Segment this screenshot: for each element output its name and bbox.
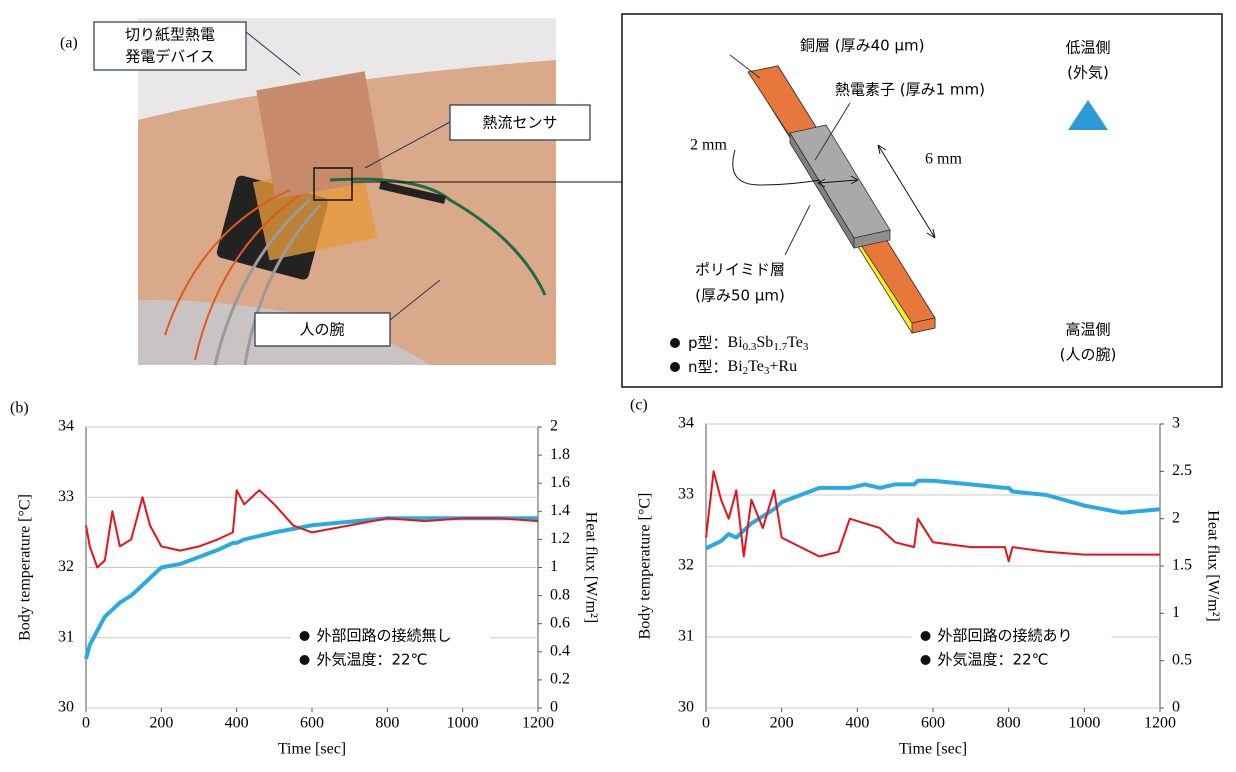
diagram-label: 6 mm (925, 151, 962, 168)
y2-tick-label: 3 (1172, 415, 1180, 432)
y-axis-label: Body temperature [°C] (17, 494, 34, 641)
y2-tick-label: 1.2 (550, 530, 570, 547)
y2-tick-label: 0 (1172, 699, 1180, 716)
y-tick-label: 34 (678, 415, 694, 432)
x-tick-label: 400 (225, 715, 249, 732)
formula-part: Te (787, 334, 803, 351)
formula-part: Bi (728, 334, 744, 351)
x-tick-label: 600 (921, 715, 945, 732)
annotation: 外気温度：22℃ (938, 651, 1049, 669)
data-line (706, 471, 1160, 561)
y2-tick-label: 0 (550, 699, 558, 716)
data-line (86, 490, 538, 567)
y2-tick-label: 1.6 (550, 474, 570, 491)
y-axis-label: Body temperature [°C] (637, 493, 654, 640)
y2-tick-label: 2.5 (1172, 462, 1192, 479)
formula: n型：Bi2Te3+Ru (688, 358, 797, 377)
x-tick-label: 800 (997, 715, 1021, 732)
y2-tick-label: 0.2 (550, 671, 570, 688)
x-tick-label: 600 (300, 715, 324, 732)
y2-tick-label: 2 (550, 418, 558, 435)
y2-tick-label: 1 (550, 558, 558, 575)
x-tick-label: 0 (702, 715, 710, 732)
diagram-label: (人の腕) (1060, 346, 1117, 364)
y2-tick-label: 0.6 (550, 614, 570, 631)
formula-label: p型： (688, 334, 728, 352)
diagram-label: (外気) (1067, 64, 1109, 82)
subscript: 1.7 (773, 341, 787, 353)
y2-tick-label: 1 (1172, 604, 1180, 621)
x-tick-label: 1000 (447, 715, 479, 732)
callout-text: 発電デバイス (125, 48, 215, 66)
x-tick-label: 200 (770, 715, 794, 732)
x-tick-label: 1000 (1068, 715, 1100, 732)
formula-part: +Ru (769, 358, 797, 375)
diagram-label: 熱電素子 (厚み1 mm) (835, 81, 985, 99)
x-axis-label: Time [sec] (278, 741, 346, 758)
bullet (921, 655, 931, 665)
panel-label: (b) (10, 400, 29, 417)
y2-tick-label: 2 (1172, 509, 1180, 526)
y-tick-label: 33 (678, 486, 694, 503)
y2-axis-label: Heat flux [W/m²] (582, 512, 599, 623)
bullet (300, 631, 310, 641)
annotation: 外部回路の接続無し (317, 627, 452, 645)
x-axis-label: Time [sec] (899, 741, 967, 758)
x-tick-label: 200 (149, 715, 173, 732)
panel-label: (a) (60, 35, 78, 52)
x-tick-label: 1200 (522, 715, 554, 732)
diagram-label: ポリイミド層 (695, 261, 785, 279)
figure: (a) 切り紙型熱電 発電デバイス 熱流センサ 人の腕 (0, 0, 1236, 772)
panel-label: (c) (630, 397, 648, 414)
formula-label: n型： (688, 358, 728, 376)
y-tick-label: 32 (58, 558, 74, 575)
subscript: 3 (803, 341, 809, 353)
formula-part: Sb (756, 334, 773, 351)
callout-text: 人の腕 (299, 321, 344, 339)
callout-text: 切り紙型熱電 (125, 26, 215, 44)
subscript: 0.3 (743, 341, 757, 353)
x-tick-label: 400 (845, 715, 869, 732)
formula-part: Te (748, 358, 764, 375)
y2-tick-label: 1.4 (550, 502, 570, 519)
y-tick-label: 31 (58, 628, 74, 645)
y2-tick-label: 1.8 (550, 446, 570, 463)
y2-tick-label: 0.8 (550, 586, 570, 603)
y-tick-label: 33 (58, 488, 74, 505)
y2-tick-label: 0.5 (1172, 651, 1192, 668)
diagram-label: 高温側 (1065, 321, 1110, 339)
y-tick-label: 32 (678, 557, 694, 574)
x-tick-label: 0 (82, 715, 90, 732)
bullet (921, 631, 931, 641)
y-tick-label: 30 (58, 699, 74, 716)
diagram-label: (厚み50 µm) (695, 287, 785, 305)
diagram-label: 2 mm (690, 137, 727, 154)
diagram-label: 銅層 (厚み40 µm) (800, 37, 924, 55)
y2-axis-label: Heat flux [W/m²] (1204, 510, 1221, 621)
annotation: 外部回路の接続あり (938, 627, 1073, 645)
y-tick-label: 31 (678, 628, 694, 645)
formula-part: Bi (728, 358, 744, 375)
callout-text: 熱流センサ (482, 114, 557, 132)
x-tick-label: 800 (375, 715, 399, 732)
y-tick-label: 34 (58, 418, 74, 435)
y-tick-label: 30 (678, 699, 694, 716)
diagram-label: 低温側 (1065, 39, 1110, 57)
y2-tick-label: 1.5 (1172, 557, 1192, 574)
bullet (300, 655, 310, 665)
x-tick-label: 1200 (1144, 715, 1176, 732)
annotation: 外気温度：22℃ (317, 651, 428, 669)
y2-tick-label: 0.4 (550, 642, 570, 659)
